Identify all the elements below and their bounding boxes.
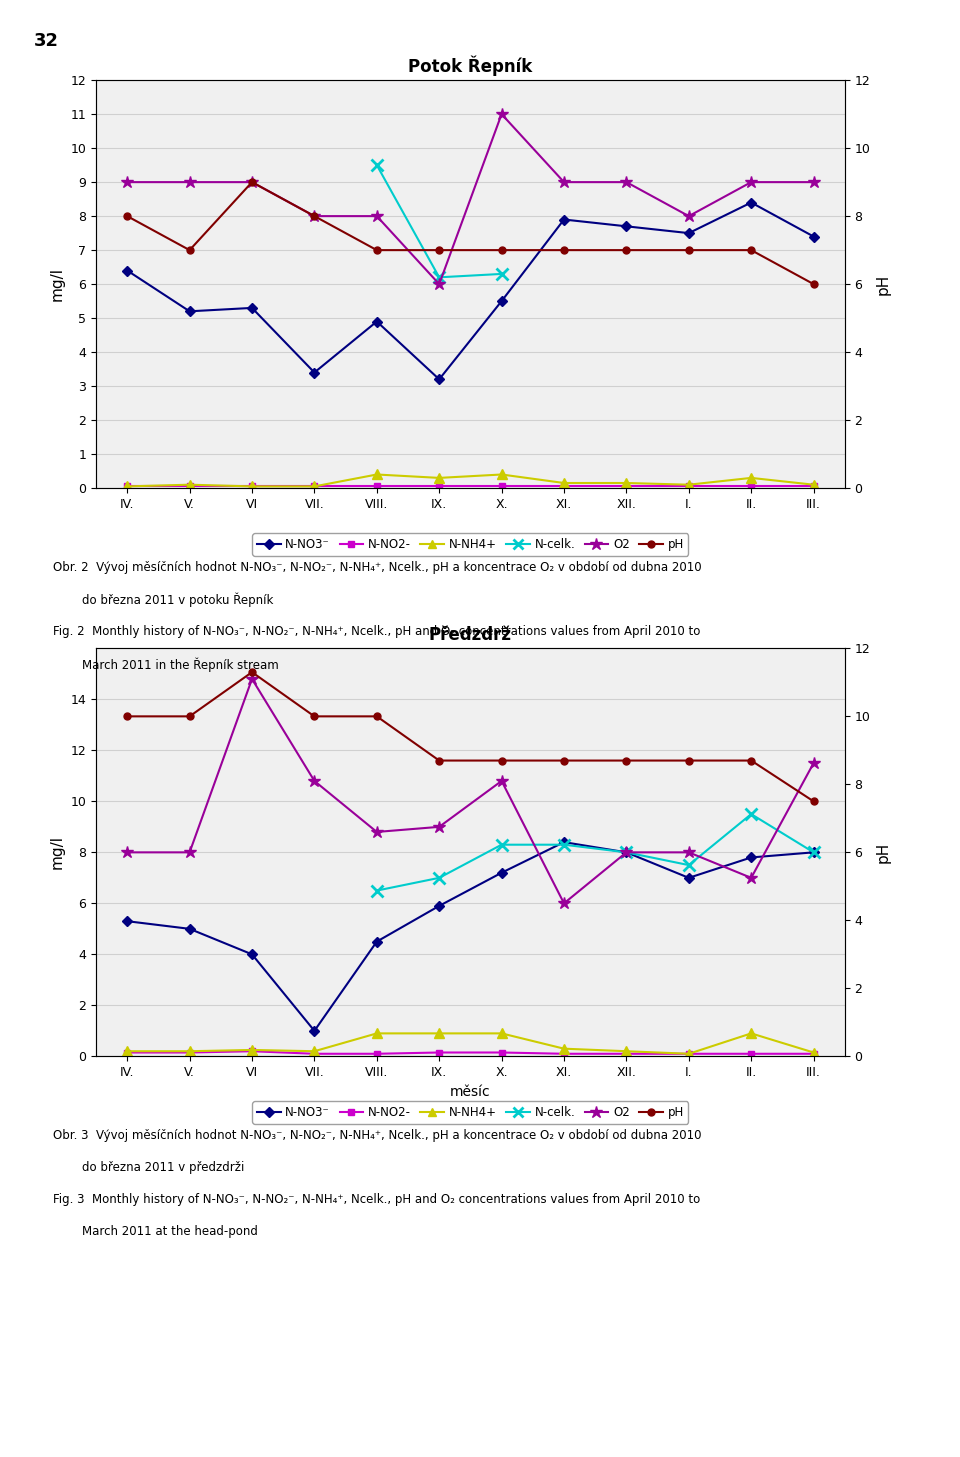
Y-axis label: mg/l: mg/l [50, 267, 65, 302]
Legend: N-NO3⁻, N-NO2-, N-NH4+, N-celk., O2, pH: N-NO3⁻, N-NO2-, N-NH4+, N-celk., O2, pH [252, 533, 688, 555]
X-axis label: měsíc: měsíc [450, 1084, 491, 1099]
Title: Předzdrž: Předzdrž [429, 627, 512, 644]
Title: Potok Řepník: Potok Řepník [408, 55, 533, 76]
Y-axis label: pH: pH [876, 274, 891, 294]
Y-axis label: pH: pH [876, 842, 891, 863]
Y-axis label: mg/l: mg/l [50, 835, 65, 870]
Legend: N-NO3⁻, N-NO2-, N-NH4+, N-celk., O2, pH: N-NO3⁻, N-NO2-, N-NH4+, N-celk., O2, pH [252, 1101, 688, 1123]
Text: March 2011 in the Řepník stream: March 2011 in the Řepník stream [82, 657, 278, 672]
Text: March 2011 at the head-pond: March 2011 at the head-pond [82, 1225, 257, 1238]
Text: do března 2011 v předzdrži: do března 2011 v předzdrži [82, 1161, 244, 1174]
Text: 32: 32 [34, 32, 59, 50]
Text: Fig. 2  Monthly history of N-NO₃⁻, N-NO₂⁻, N-NH₄⁺, Ncelk., pH and O₂ concentrati: Fig. 2 Monthly history of N-NO₃⁻, N-NO₂⁻… [53, 625, 700, 638]
Text: Obr. 3  Vývoj měsíčních hodnot N-NO₃⁻, N-NO₂⁻, N-NH₄⁺, Ncelk., pH a koncentrace : Obr. 3 Vývoj měsíčních hodnot N-NO₃⁻, N-… [53, 1129, 702, 1142]
Text: do března 2011 v potoku Řepník: do března 2011 v potoku Řepník [82, 593, 273, 608]
Text: Fig. 3  Monthly history of N-NO₃⁻, N-NO₂⁻, N-NH₄⁺, Ncelk., pH and O₂ concentrati: Fig. 3 Monthly history of N-NO₃⁻, N-NO₂⁻… [53, 1193, 700, 1206]
Text: Obr. 2  Vývoj měsíčních hodnot N-NO₃⁻, N-NO₂⁻, N-NH₄⁺, Ncelk., pH a koncentrace : Obr. 2 Vývoj měsíčních hodnot N-NO₃⁻, N-… [53, 561, 702, 574]
